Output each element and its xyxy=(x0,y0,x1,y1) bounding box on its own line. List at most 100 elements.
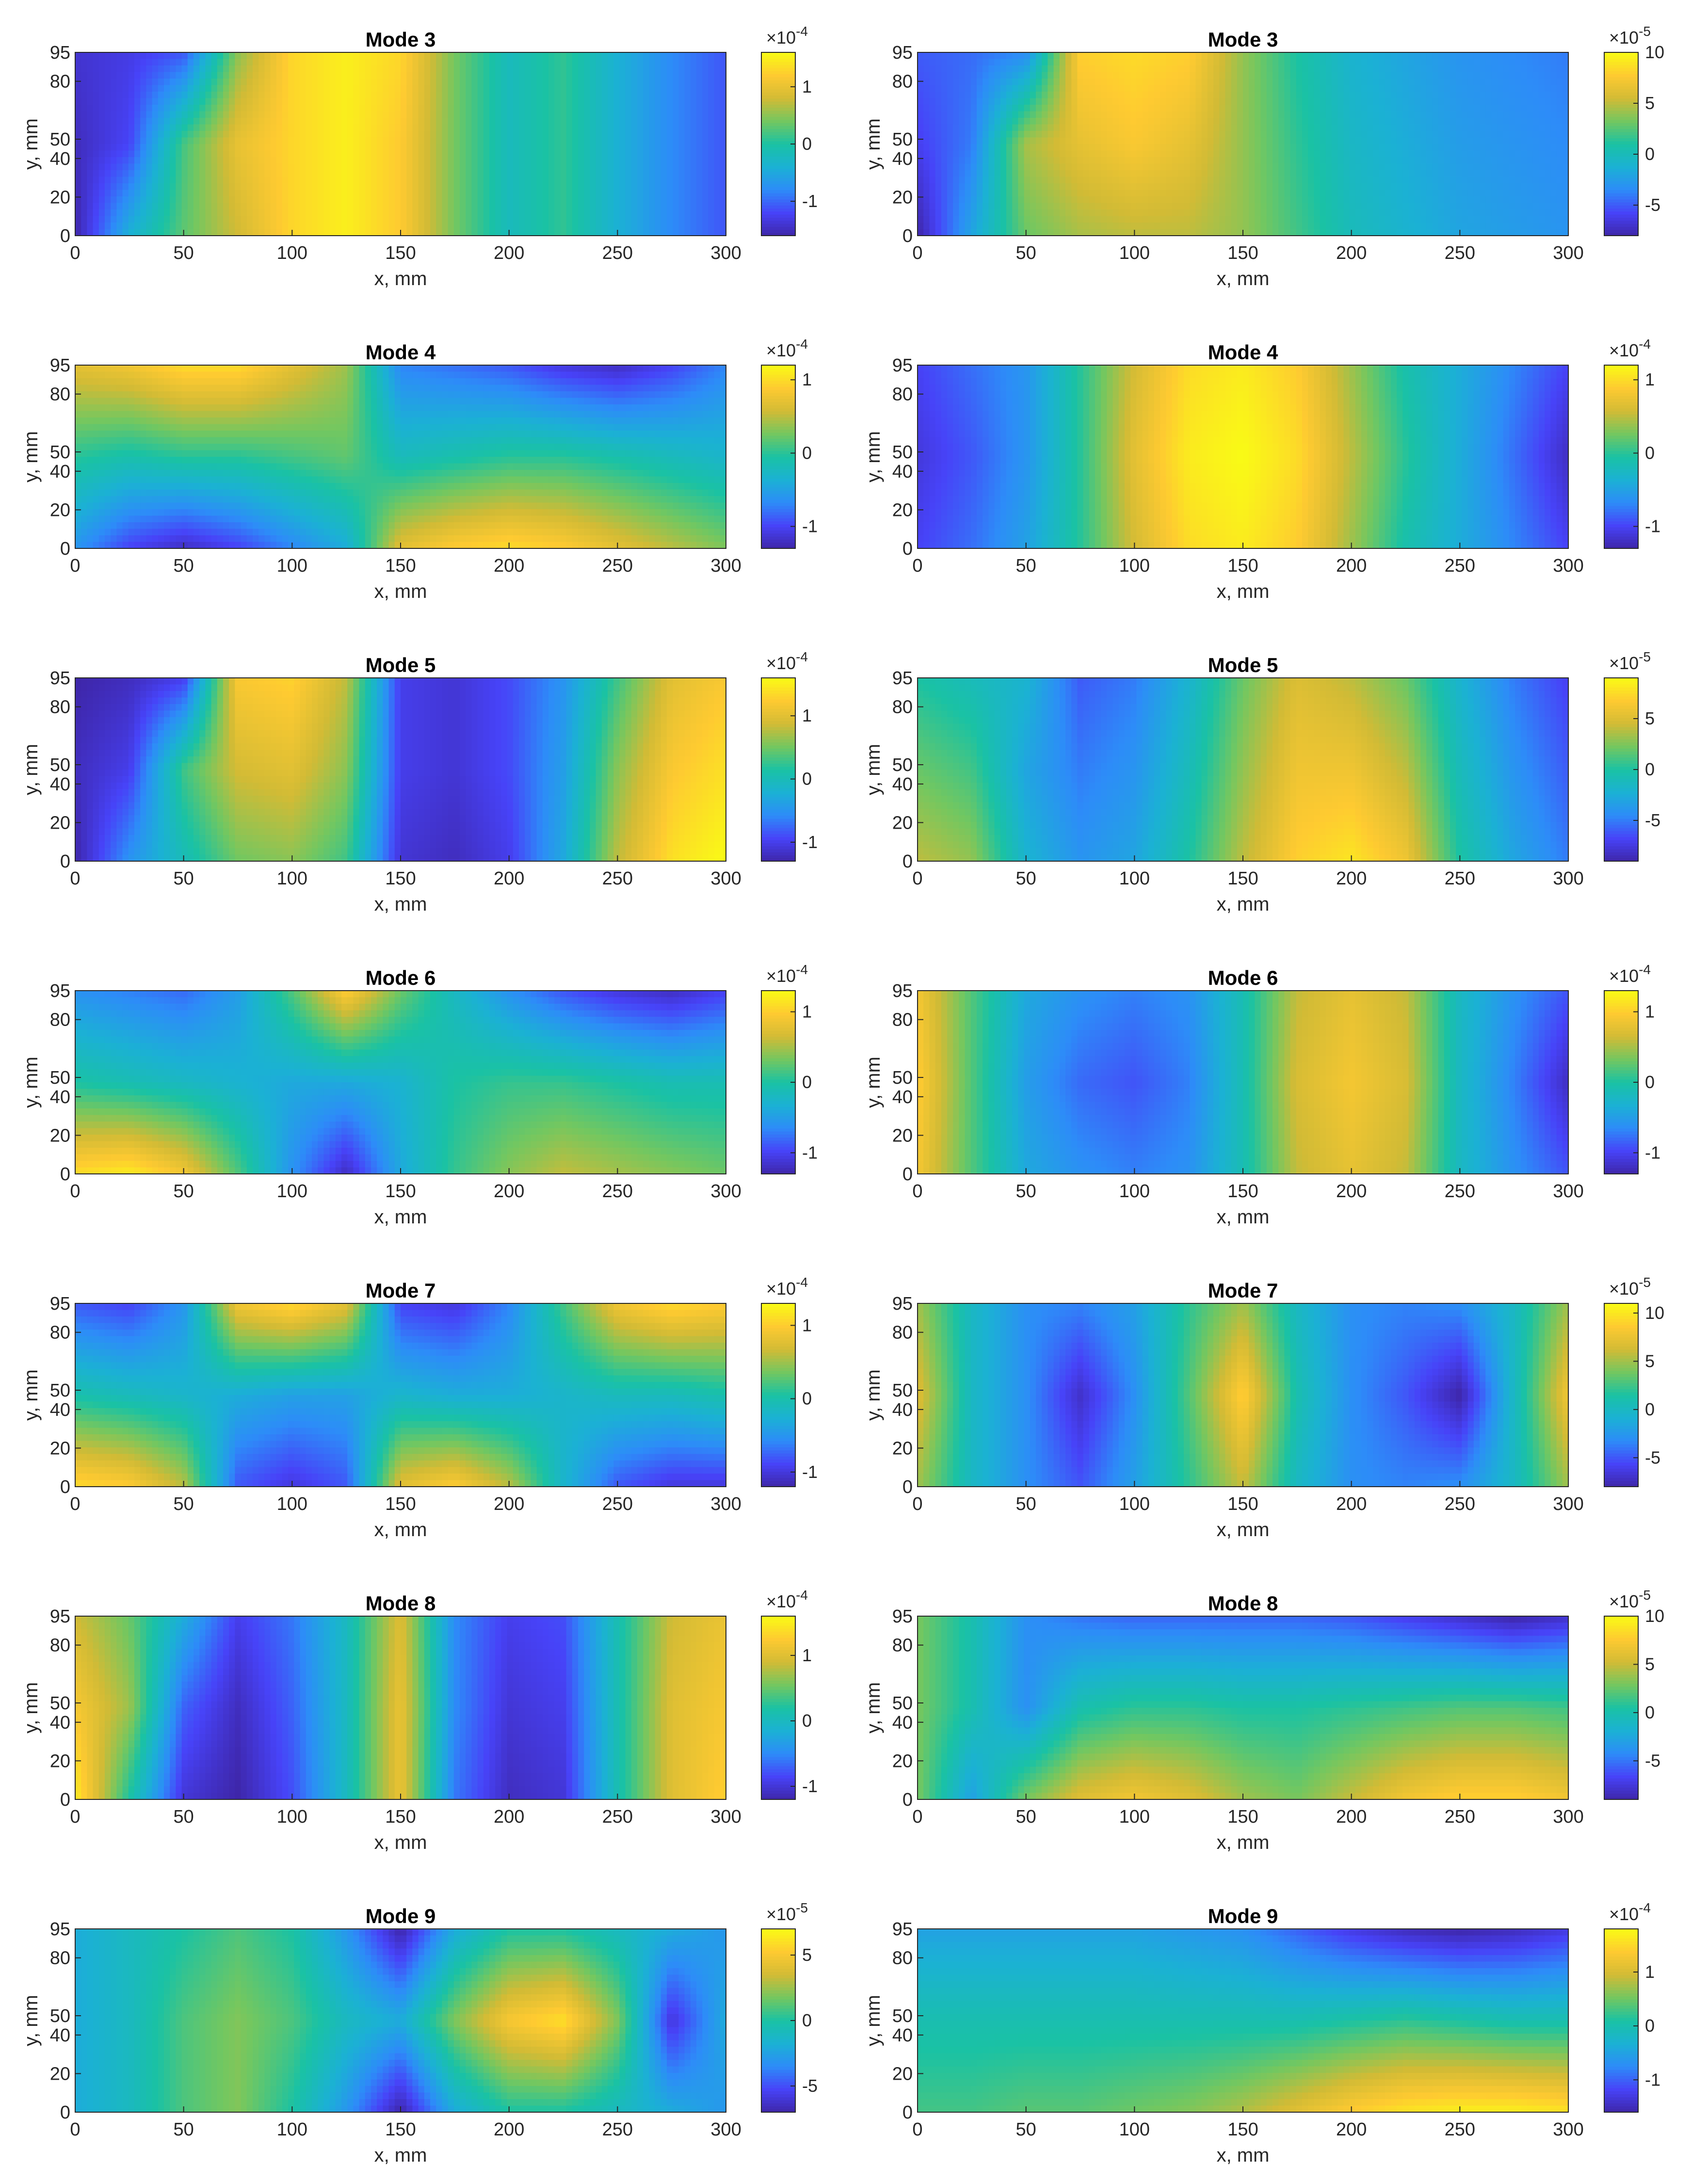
heatmap-cell xyxy=(294,85,300,92)
heatmap-cell xyxy=(501,79,507,85)
heatmap-cell xyxy=(696,144,703,151)
heatmap-cell xyxy=(182,190,188,197)
heatmap-cell xyxy=(708,164,714,171)
heatmap-cell xyxy=(661,138,667,144)
heatmap-cell xyxy=(371,157,377,164)
heatmap-cell xyxy=(406,164,413,171)
heatmap-cell xyxy=(696,72,703,79)
heatmap-cell xyxy=(590,144,596,151)
heatmap-cell xyxy=(691,118,697,125)
heatmap-cell xyxy=(673,85,679,92)
heatmap-cell xyxy=(489,190,496,197)
heatmap-cell xyxy=(223,164,229,171)
heatmap-cell xyxy=(93,183,99,190)
heatmap-cell xyxy=(129,177,135,184)
heatmap-cell xyxy=(643,105,649,112)
heatmap-cell xyxy=(691,138,697,144)
heatmap-cell xyxy=(75,151,81,158)
heatmap-cell xyxy=(323,177,330,184)
heatmap-cell xyxy=(602,92,608,98)
heatmap-cell xyxy=(412,105,419,112)
heatmap-cell xyxy=(312,79,318,85)
heatmap-cell xyxy=(454,85,460,92)
heatmap-cell xyxy=(318,170,324,177)
heatmap-cell xyxy=(548,151,555,158)
heatmap-cell xyxy=(702,85,709,92)
heatmap-cell xyxy=(140,183,146,190)
heatmap-cell xyxy=(649,177,655,184)
heatmap-cell xyxy=(116,105,123,112)
heatmap-cell xyxy=(229,138,235,144)
heatmap-cell xyxy=(560,59,566,66)
heatmap-cell xyxy=(548,59,555,66)
heatmap-cell xyxy=(75,170,81,177)
heatmap-cell xyxy=(584,151,590,158)
heatmap-cell xyxy=(241,131,247,138)
heatmap-cell xyxy=(678,131,685,138)
heatmap-cell xyxy=(164,125,170,131)
heatmap-cell xyxy=(258,85,265,92)
heatmap-cell xyxy=(111,203,117,210)
heatmap-cell xyxy=(637,65,644,72)
heatmap-cell xyxy=(661,105,667,112)
heatmap-cell xyxy=(365,112,371,118)
heatmap-cell xyxy=(495,177,501,184)
heatmap-cell xyxy=(501,112,507,118)
heatmap-cell xyxy=(667,190,673,197)
heatmap-cell xyxy=(211,72,218,79)
heatmap-cell xyxy=(696,190,703,197)
heatmap-cell xyxy=(282,190,289,197)
heatmap-cell xyxy=(649,85,655,92)
heatmap-cell xyxy=(714,59,721,66)
heatmap-cell xyxy=(637,177,644,184)
heatmap-cell xyxy=(513,72,519,79)
heatmap-cell xyxy=(513,112,519,118)
heatmap-cell xyxy=(554,190,561,197)
heatmap-cell xyxy=(466,85,472,92)
heatmap-cell xyxy=(377,196,383,203)
heatmap-cell xyxy=(655,72,661,79)
heatmap-cell xyxy=(199,112,206,118)
heatmap-cell xyxy=(501,52,507,59)
heatmap-cell xyxy=(75,65,81,72)
heatmap-cell xyxy=(241,138,247,144)
heatmap-cell xyxy=(365,177,371,184)
heatmap-cell xyxy=(217,164,224,171)
heatmap-cell xyxy=(87,98,93,105)
heatmap-cell xyxy=(389,72,395,79)
heatmap-cell xyxy=(264,118,271,125)
heatmap-cell xyxy=(129,125,135,131)
heatmap-cell xyxy=(383,170,389,177)
heatmap-cell xyxy=(288,151,294,158)
heatmap-cell xyxy=(93,98,99,105)
heatmap-cell xyxy=(578,85,584,92)
heatmap-cell xyxy=(93,164,99,171)
heatmap-cell xyxy=(188,138,194,144)
heatmap-cell xyxy=(655,85,661,92)
heatmap-cell xyxy=(419,196,425,203)
heatmap-cell xyxy=(282,52,289,59)
heatmap-cell xyxy=(359,52,366,59)
heatmap-cell xyxy=(229,85,235,92)
heatmap-cell xyxy=(318,196,324,203)
heatmap-cell xyxy=(253,144,259,151)
heatmap-cell xyxy=(152,92,159,98)
heatmap-cell xyxy=(560,112,566,118)
heatmap-cell xyxy=(318,131,324,138)
heatmap-cell xyxy=(590,52,596,59)
heatmap-cell xyxy=(81,65,87,72)
heatmap-cell xyxy=(501,98,507,105)
heatmap-cell xyxy=(685,85,691,92)
heatmap-cell xyxy=(264,183,271,190)
heatmap-cell xyxy=(330,65,336,72)
heatmap-cell xyxy=(123,138,129,144)
heatmap-cell xyxy=(276,196,283,203)
heatmap-cell xyxy=(590,79,596,85)
heatmap-cell xyxy=(164,183,170,190)
heatmap-cell xyxy=(241,72,247,79)
heatmap-cell xyxy=(164,203,170,210)
heatmap-cell xyxy=(602,79,608,85)
heatmap-cell xyxy=(341,190,348,197)
heatmap-cell xyxy=(702,190,709,197)
heatmap-cell xyxy=(205,98,211,105)
